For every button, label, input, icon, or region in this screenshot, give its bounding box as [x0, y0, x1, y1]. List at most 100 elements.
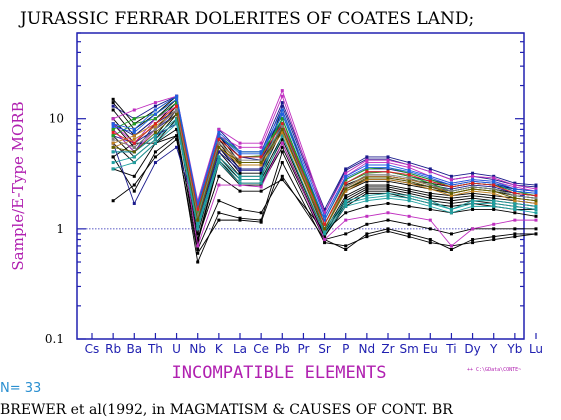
data-point [280, 134, 284, 138]
data-point [407, 178, 411, 182]
data-point [386, 179, 390, 183]
data-point [365, 179, 369, 183]
data-point [196, 225, 200, 229]
data-point [175, 117, 179, 121]
data-point [513, 211, 517, 215]
data-point [365, 173, 369, 177]
data-point [407, 176, 411, 180]
data-point [513, 201, 517, 205]
data-point [407, 187, 411, 191]
data-point [534, 204, 538, 208]
data-point [513, 232, 517, 236]
data-point [492, 191, 496, 195]
x-tick-label-pb: Pb [275, 342, 290, 356]
data-point [407, 161, 411, 165]
data-point [196, 201, 200, 205]
data-point [386, 227, 390, 231]
data-point [386, 163, 390, 167]
data-point [386, 178, 390, 182]
data-point [259, 145, 263, 149]
data-point [238, 152, 242, 156]
data-point [153, 161, 157, 165]
data-point [111, 104, 115, 108]
data-point [153, 155, 157, 159]
y-axis-label: Sample/E-Type MORB [9, 101, 27, 270]
data-point [492, 235, 496, 239]
data-point [111, 127, 115, 131]
series-29 [111, 94, 538, 218]
corner-tag: ++ C:\GData\CONTE~ [467, 367, 521, 373]
x-tick-label-la: La [233, 342, 247, 356]
data-point [217, 174, 221, 178]
data-point [386, 211, 390, 215]
data-point [513, 194, 517, 198]
sample-count-label: N= 33 [0, 381, 41, 396]
data-point [386, 166, 390, 170]
data-point [386, 218, 390, 222]
x-tick-label-dy: Dy [464, 342, 480, 356]
data-point [407, 199, 411, 203]
data-point [175, 145, 179, 149]
data-point [492, 227, 496, 231]
data-point [471, 187, 475, 191]
data-point [407, 196, 411, 200]
data-point [386, 189, 390, 193]
data-point [217, 211, 221, 215]
data-point [344, 244, 348, 248]
data-point [365, 158, 369, 162]
data-point [428, 170, 432, 174]
data-point [344, 168, 348, 172]
x-tick-label-th: Th [147, 342, 163, 356]
y-tick-label: 1 [56, 222, 64, 236]
data-point [217, 158, 221, 162]
data-point [132, 174, 136, 178]
data-point [259, 174, 263, 178]
data-point [111, 134, 115, 138]
data-point [196, 199, 200, 203]
data-point [153, 134, 157, 138]
data-point [365, 174, 369, 178]
data-point [153, 117, 157, 121]
data-point [280, 150, 284, 154]
data-point [407, 191, 411, 195]
data-point [175, 127, 179, 131]
data-point [471, 185, 475, 189]
series-line [112, 135, 537, 242]
data-point [365, 178, 369, 182]
data-point [259, 220, 263, 224]
x-tick-label-lu: Lu [529, 342, 543, 356]
data-point [513, 204, 517, 208]
data-point [386, 155, 390, 159]
data-point [238, 141, 242, 145]
data-point [238, 174, 242, 178]
data-point [217, 137, 221, 141]
data-point [449, 185, 453, 189]
data-point [259, 178, 263, 182]
data-point [344, 183, 348, 187]
x-tick-label-p: P [342, 342, 349, 356]
data-point [217, 199, 221, 203]
data-point [280, 101, 284, 105]
data-point [365, 183, 369, 187]
data-point [153, 122, 157, 126]
data-point [492, 201, 496, 205]
data-point [280, 117, 284, 121]
data-point [259, 150, 263, 154]
data-point [238, 216, 242, 220]
data-point [449, 191, 453, 195]
data-point [449, 189, 453, 193]
data-point [365, 199, 369, 203]
data-point [449, 181, 453, 185]
data-point [111, 122, 115, 126]
data-point [196, 211, 200, 215]
data-point [365, 235, 369, 239]
data-point [492, 178, 496, 182]
x-tick-label-u: U [172, 342, 181, 356]
data-point [365, 163, 369, 167]
data-point [534, 207, 538, 211]
data-point [111, 117, 115, 121]
x-tick-label-sm: Sm [399, 342, 418, 356]
data-point [407, 194, 411, 198]
data-point [407, 163, 411, 167]
data-point [280, 145, 284, 149]
